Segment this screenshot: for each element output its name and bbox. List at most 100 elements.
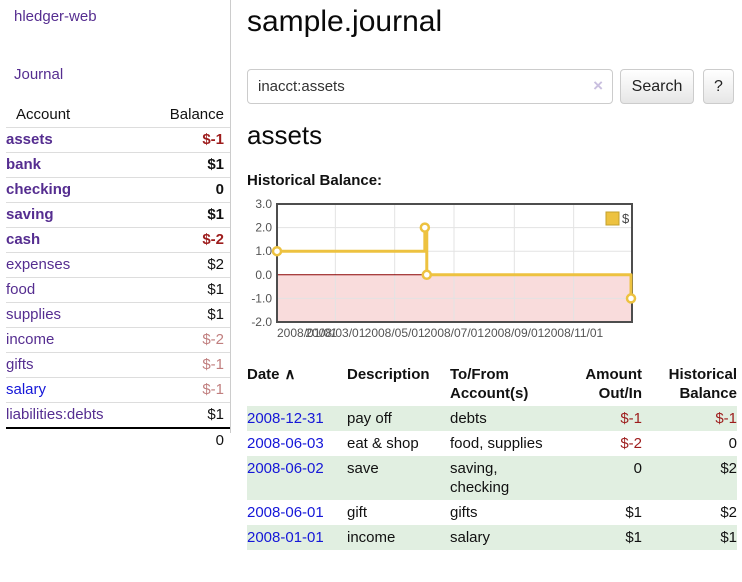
account-link[interactable]: assets: [6, 131, 53, 148]
y-tick-label: 3.0: [255, 198, 272, 211]
legend-swatch: [605, 211, 620, 226]
account-balance: $-2: [144, 227, 230, 253]
transaction-accounts: salary: [450, 529, 491, 546]
transaction-date-link[interactable]: 2008-06-03: [247, 435, 324, 452]
account-link[interactable]: expenses: [6, 256, 71, 273]
account-balance: $1: [144, 302, 230, 328]
account-link[interactable]: cash: [6, 231, 41, 248]
account-balance: $2: [144, 252, 230, 278]
register-col-amount: Amount Out/In: [585, 366, 642, 402]
transaction-date-link[interactable]: 2008-06-02: [247, 460, 324, 477]
x-tick-label: 2008/03/01: [305, 326, 365, 340]
transaction-accounts: debts: [450, 410, 487, 427]
transaction-description: income: [347, 529, 396, 546]
accounts-header-account: Account: [6, 103, 145, 128]
account-link[interactable]: supplies: [6, 306, 62, 323]
account-balance: $-1: [144, 377, 230, 403]
register-header-row: Date ∧ Description To/From Account(s) Amount…: [247, 362, 737, 406]
x-tick-label: 2008/09/01: [484, 326, 544, 340]
account-link[interactable]: food: [6, 281, 36, 298]
register-col-balance: Historical Balance: [668, 366, 737, 402]
transaction-row: 2008-06-02 save saving, checking 0 $2: [247, 456, 737, 500]
transaction-balance: $1: [720, 529, 737, 546]
brand-link[interactable]: hledger-web: [14, 8, 97, 25]
legend-label: $: [622, 211, 630, 226]
balance-chart: $3.0 2.0 1.0 0.0 -1.0 -2.0 2008/01/012008/03/0…: [251, 198, 637, 340]
y-tick-label: -2.0: [251, 315, 272, 329]
register-table: Date ∧ Description To/From Account(s) Amount…: [247, 362, 737, 550]
account-row-cash: cash $-2: [6, 227, 230, 253]
page-title: sample.journal: [247, 5, 443, 38]
sort-ascending-icon: ∧: [284, 366, 296, 383]
nav-journal-link[interactable]: Journal: [14, 66, 64, 83]
transaction-row: 2008-01-01 income salary $1 $1: [247, 525, 737, 550]
clear-search-icon[interactable]: ×: [593, 76, 603, 95]
transaction-row: 2008-12-31 pay off debts $-1 $-1: [247, 406, 737, 431]
transaction-accounts: food, supplies: [450, 435, 543, 452]
y-tick-label: 1.0: [255, 244, 272, 258]
y-tick-label: 2.0: [255, 221, 272, 235]
account-link[interactable]: checking: [6, 181, 72, 198]
account-row-gifts: gifts $-1: [6, 352, 230, 378]
account-link[interactable]: salary: [6, 381, 47, 398]
transaction-date-link[interactable]: 2008-12-31: [247, 410, 324, 427]
transaction-balance: $2: [720, 460, 737, 477]
transaction-amount: 0: [633, 460, 642, 477]
account-balance: $-2: [144, 327, 230, 353]
account-row-bank: bank $1: [6, 152, 230, 178]
transaction-description: save: [347, 460, 379, 477]
help-button[interactable]: ?: [703, 69, 734, 104]
account-row-checking: checking 0: [6, 177, 230, 203]
register-col-description: Description: [347, 366, 430, 383]
account-balance: $1: [144, 402, 230, 429]
chart-title: Historical Balance:: [247, 172, 383, 189]
account-link[interactable]: income: [6, 331, 55, 348]
account-row-expenses: expenses $2: [6, 252, 230, 278]
register-col-date[interactable]: Date ∧: [247, 366, 296, 383]
transaction-row: 2008-06-01 gift gifts $1 $2: [247, 500, 737, 525]
transaction-accounts: gifts: [450, 504, 478, 521]
accounts-header-row: Account Balance: [6, 103, 230, 128]
account-balance: 0: [144, 177, 230, 203]
x-tick-label: 2008/11/01: [544, 326, 603, 340]
transaction-amount: $-2: [620, 435, 642, 452]
transaction-row: 2008-06-03 eat & shop food, supplies $-2 0: [247, 431, 737, 456]
account-balance: $1: [144, 152, 230, 178]
account-link[interactable]: gifts: [6, 356, 34, 373]
account-link[interactable]: bank: [6, 156, 42, 173]
account-balance: $1: [144, 277, 230, 303]
data-point-marker: [419, 222, 431, 233]
account-balance: $-1: [144, 352, 230, 378]
transaction-date-link[interactable]: 2008-01-01: [247, 529, 324, 546]
account-link[interactable]: saving: [6, 206, 54, 223]
account-row-salary: salary $-1: [6, 377, 230, 403]
x-tick-label: 2008/05/01: [365, 326, 425, 340]
account-row-liabilities-debts: liabilities:debts $1: [6, 402, 230, 429]
sidebar-divider: [230, 0, 231, 433]
x-tick-label: 2008/01/01: [277, 326, 337, 340]
account-row-food: food $1: [6, 277, 230, 303]
search-button[interactable]: Search: [620, 69, 694, 104]
transaction-description: gift: [347, 504, 368, 521]
search-input[interactable]: [247, 69, 613, 104]
transaction-accounts: saving, checking: [450, 460, 510, 496]
account-heading: assets: [247, 120, 323, 150]
transaction-date-link[interactable]: 2008-06-01: [247, 504, 324, 521]
account-row-assets: assets $-1: [6, 127, 230, 153]
data-point-marker: [271, 245, 283, 257]
account-row-supplies: supplies $1: [6, 302, 230, 328]
transaction-balance: 0: [728, 435, 737, 452]
transaction-balance: $2: [720, 504, 737, 521]
transaction-amount: $1: [625, 504, 642, 521]
accounts-total-value: 0: [144, 427, 230, 453]
y-tick-label: -1.0: [251, 291, 272, 305]
accounts-total-row: 0: [6, 427, 230, 453]
transaction-description: eat & shop: [347, 435, 419, 452]
transaction-balance: $-1: [715, 410, 737, 427]
account-link[interactable]: liabilities:debts: [6, 406, 104, 423]
account-balance: $1: [144, 202, 230, 228]
y-tick-label: 0.0: [255, 268, 272, 282]
transaction-amount: $-1: [620, 410, 642, 427]
register-col-tofrom: To/From Account(s): [450, 366, 529, 402]
accounts-table: Account Balance assets $-1 bank $1 checking 0…: [6, 103, 230, 453]
